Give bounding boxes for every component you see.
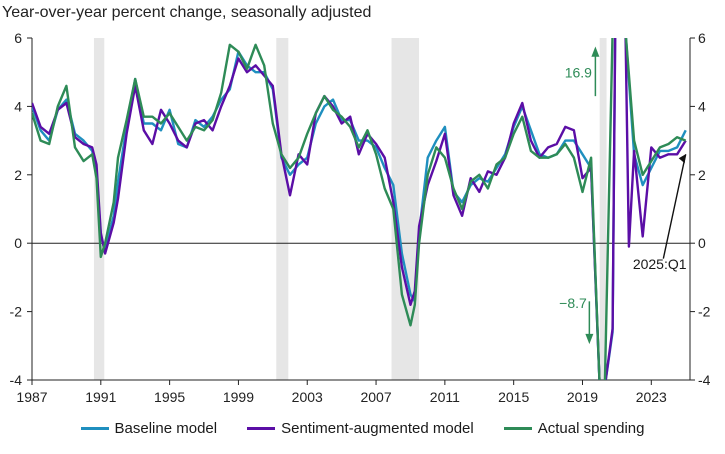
legend-swatch-baseline [80, 427, 109, 430]
legend: Baseline model Sentiment-augmented model… [0, 420, 725, 437]
series-lines [32, 38, 687, 380]
y-tick-label-right: 0 [698, 235, 706, 251]
y-tick-label-right: -4 [698, 372, 711, 388]
recession-bands [93, 38, 607, 380]
legend-swatch-sentiment [247, 427, 276, 430]
y-tick-label-left: 2 [14, 167, 22, 183]
x-tick-label: 1995 [154, 389, 185, 405]
legend-item-baseline: Baseline model [80, 420, 218, 437]
x-tick-label: 1987 [16, 389, 47, 405]
x-tick-label: 2019 [567, 389, 598, 405]
series-line-sentiment-augmented-model [32, 38, 687, 380]
arrow-down-head [585, 333, 594, 345]
y-tick-label-left: -4 [10, 372, 23, 388]
x-tick-label: 2015 [498, 389, 529, 405]
x-tick-label: 1991 [85, 389, 116, 405]
legend-label-sentiment: Sentiment-augmented model [281, 420, 474, 437]
y-tick-label-left: 0 [14, 235, 22, 251]
y-tick-label-left: 6 [14, 30, 22, 46]
x-tick-label: 2011 [430, 389, 460, 405]
series-line-baseline-model [32, 38, 687, 380]
y-tick-label-right: 6 [698, 30, 706, 46]
y-tick-label-left: 4 [14, 98, 22, 114]
legend-label-actual: Actual spending [537, 420, 645, 437]
series-line-actual-spending [32, 38, 687, 380]
x-tick-label: 1999 [223, 389, 254, 405]
y-tick-label-right: 4 [698, 98, 706, 114]
recession-band-1 [276, 38, 289, 380]
legend-swatch-actual [503, 427, 532, 430]
legend-item-actual: Actual spending [503, 420, 645, 437]
annotation-2025-q1: 2025:Q1 [633, 256, 687, 272]
annotation-16-9: 16.9 [565, 64, 592, 80]
x-tick-label: 2023 [636, 389, 667, 405]
y-tick-label-right: 2 [698, 167, 706, 183]
pointer-2025q1-line [662, 154, 687, 259]
pointer-2025q1-head [678, 154, 686, 164]
recession-band-3 [599, 38, 607, 380]
chart-title: Year-over-year percent change, seasonall… [2, 4, 372, 21]
legend-item-sentiment: Sentiment-augmented model [247, 420, 474, 437]
x-tick-label: 2003 [292, 389, 323, 405]
x-tick-label: 2007 [360, 389, 391, 405]
annotations: 16.9 −8.7 2025:Q1 [559, 46, 687, 345]
legend-label-baseline: Baseline model [114, 420, 218, 437]
y-tick-label-right: -2 [698, 304, 711, 320]
arrow-up-head [591, 46, 600, 57]
y-tick-label-left: -2 [10, 304, 23, 320]
annotation-minus-8-7: −8.7 [559, 295, 587, 311]
